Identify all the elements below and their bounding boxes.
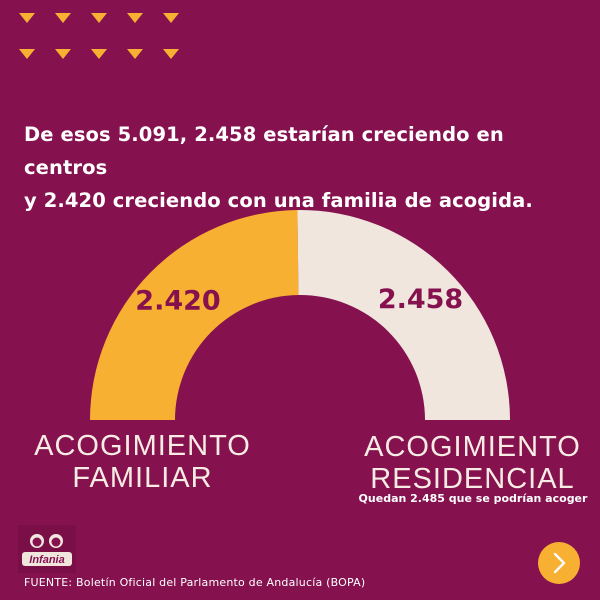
next-button[interactable] (538, 542, 580, 584)
headline-line-1: De esos 5.091, 2.458 estarían creciendo … (24, 123, 504, 179)
triangle-icon (55, 13, 71, 23)
triangle-icon (19, 49, 35, 59)
arc-segment-1 (297, 210, 510, 420)
svg-text:Infania: Infania (29, 554, 64, 566)
value-label-1: 2.458 (378, 284, 463, 315)
triangle-icon (55, 49, 71, 59)
source-citation: FUENTE: Boletín Oficial del Parlamento d… (24, 576, 366, 589)
category-label-line: ACOGIMIENTO (34, 430, 251, 462)
annotation-note: Quedan 2.485 que se podrían acoger (358, 492, 588, 505)
triangle-icon (163, 13, 179, 23)
category-label-line: FAMILIAR (72, 462, 213, 494)
infania-logo: Infania (18, 525, 76, 573)
chevron-right-icon (553, 552, 566, 574)
category-label-residencial: ACOGIMIENTO RESIDENCIAL (345, 431, 600, 495)
triangle-icon (163, 49, 179, 59)
triangle-icon (91, 13, 107, 23)
triangle-icon (19, 13, 35, 23)
arc-segment-0 (90, 210, 299, 420)
triangle-icon (91, 49, 107, 59)
value-label-0: 2.420 (135, 285, 220, 316)
triangle-icon (127, 13, 143, 23)
category-label-familiar: ACOGIMIENTO FAMILIAR (30, 430, 255, 494)
headline: De esos 5.091, 2.458 estarían creciendo … (24, 118, 584, 217)
headline-line-2: y 2.420 creciendo con una familia de aco… (24, 189, 533, 212)
category-label-line: ACOGIMIENTO (364, 431, 581, 463)
category-label-line: RESIDENCIAL (370, 463, 575, 495)
triangle-icon (127, 49, 143, 59)
